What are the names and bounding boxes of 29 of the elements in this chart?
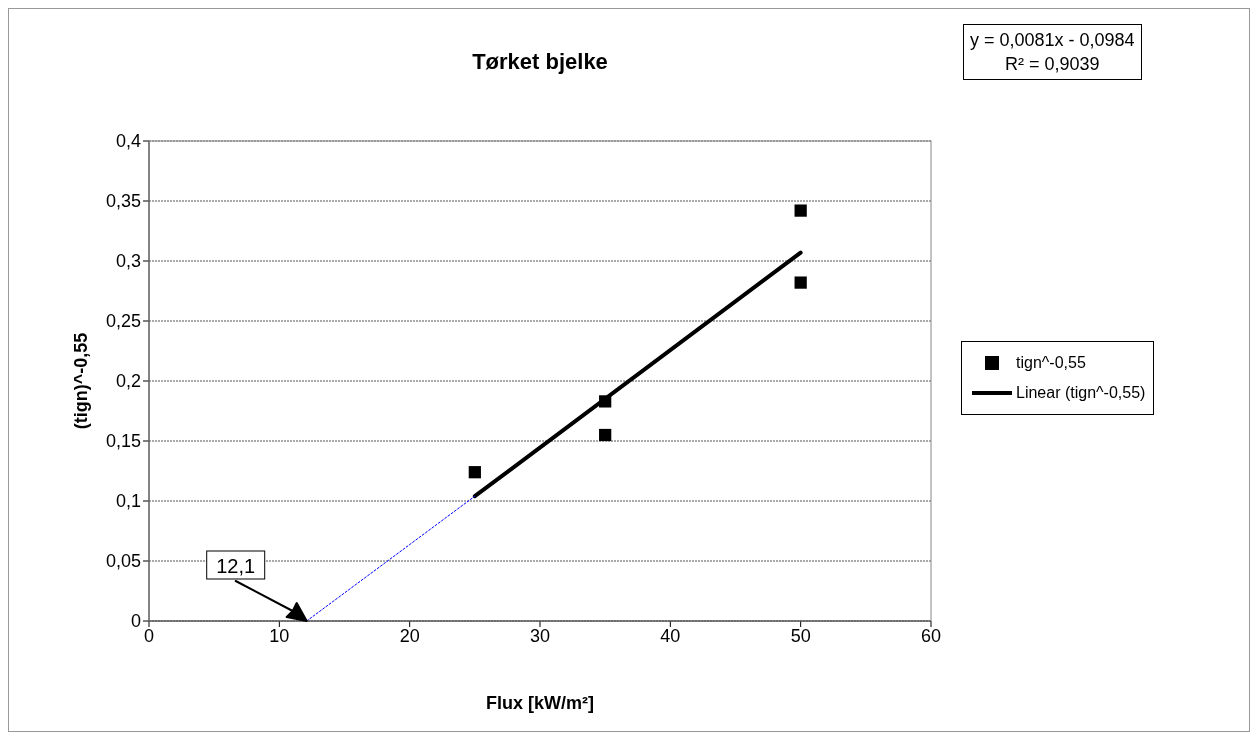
- x-tick-label: 40: [660, 625, 681, 646]
- y-tick-label: 0,25: [105, 311, 141, 332]
- text: R² = 0,9039: [1004, 53, 1101, 76]
- point: [599, 395, 612, 408]
- chart-title: Tørket bjelke: [471, 49, 609, 75]
- point: [794, 276, 807, 289]
- x-tick-label: 50: [790, 625, 811, 646]
- text: y = 0,0081x - 0,0984: [970, 29, 1135, 52]
- y-tick-label: 0,3: [115, 251, 141, 272]
- legend-label: Linear (tign^-0,55): [1016, 384, 1146, 402]
- x-tick-label: 20: [399, 625, 420, 646]
- point: [468, 466, 481, 479]
- y-tick-label: 0,4: [115, 131, 141, 152]
- y-tick-label: 0,05: [105, 551, 141, 572]
- x-tick-label: 60: [920, 625, 942, 646]
- y-tick-label: 0,35: [105, 191, 141, 212]
- legend-label: tign^-0,55: [1016, 354, 1086, 372]
- point: [794, 204, 807, 217]
- y-tick-label: 0,1: [115, 491, 141, 512]
- point: [599, 428, 612, 442]
- annotation: 12,1: [216, 555, 256, 577]
- x-tick-label: 10: [269, 625, 290, 646]
- y-tick-label: 0: [130, 611, 141, 632]
- y-tick-label: 0,15: [105, 431, 141, 452]
- x-tick-label: 0: [143, 625, 155, 646]
- x-axis-title: Flux [kW/m²]: [486, 693, 594, 713]
- x-tick-label: 30: [529, 625, 551, 646]
- y-tick-label: 0,2: [115, 371, 141, 392]
- y-axis-title: (tign)^-0,55: [71, 332, 91, 430]
